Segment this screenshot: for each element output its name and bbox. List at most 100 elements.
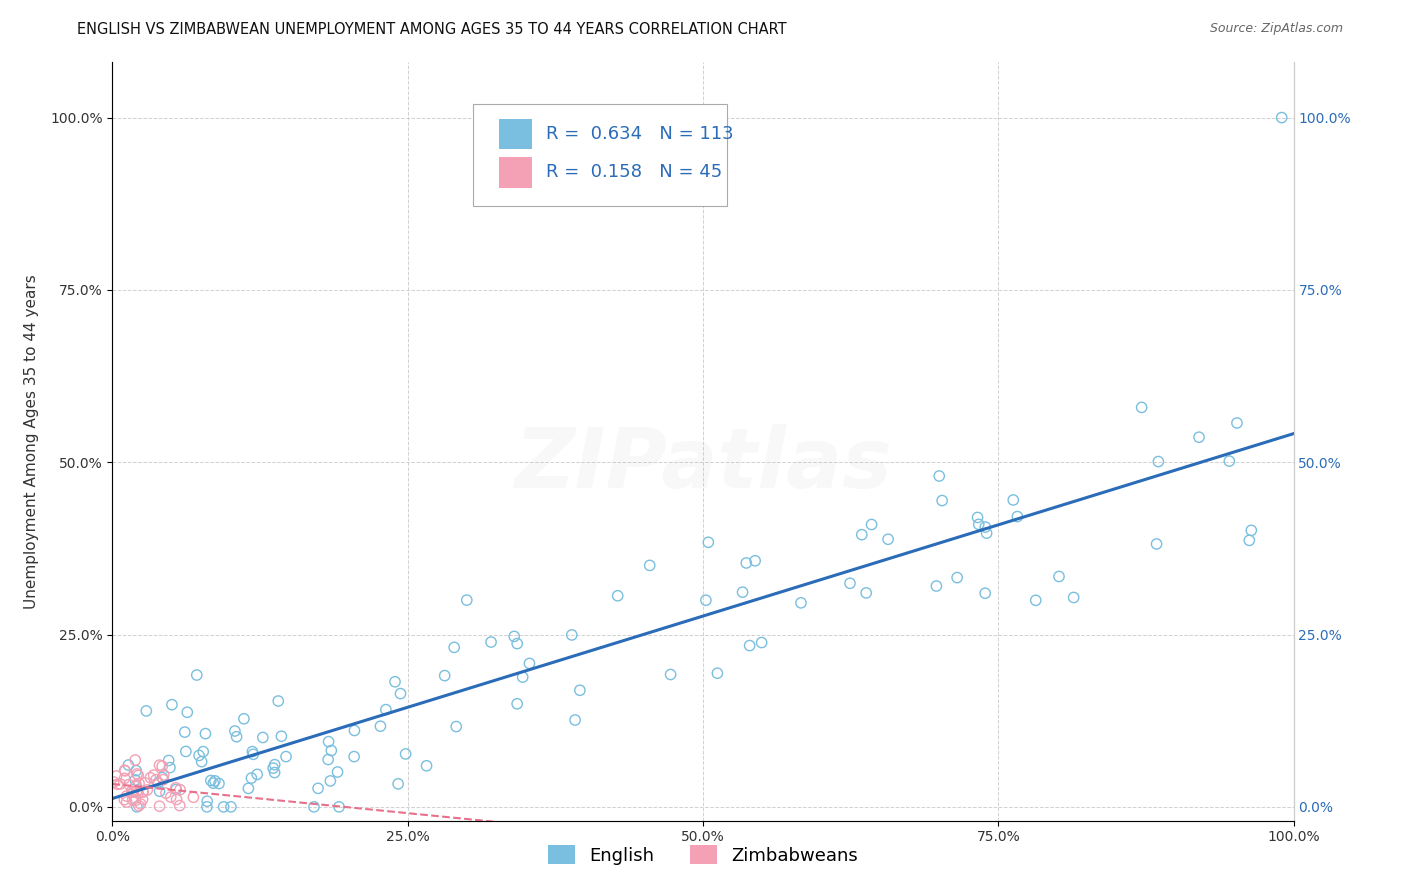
Point [115, 789, 138, 803]
Point [118, 778, 141, 792]
Point [165, 780, 187, 795]
Point [150, 771, 173, 785]
Bar [499, 119, 531, 149]
Point [851, 527, 873, 541]
Point [114, 764, 136, 778]
Point [219, 800, 242, 814]
Point [384, 674, 406, 689]
Point [731, 585, 754, 599]
Point [860, 517, 883, 532]
Text: R =  0.158   N = 45: R = 0.158 N = 45 [546, 163, 723, 181]
Point [506, 637, 529, 651]
Point [224, 724, 246, 739]
Point [105, 769, 128, 783]
Point [506, 697, 529, 711]
Point [114, 764, 136, 778]
Point [107, 777, 129, 791]
Point [139, 771, 162, 785]
Point [183, 790, 205, 805]
Point [186, 668, 208, 682]
Point [374, 703, 396, 717]
Point [128, 798, 150, 813]
Point [928, 469, 950, 483]
Point [561, 628, 583, 642]
Point [121, 793, 143, 807]
Point [444, 720, 467, 734]
Point [433, 668, 456, 682]
Point [240, 771, 263, 785]
Point [148, 784, 170, 798]
Point [389, 687, 412, 701]
Point [456, 593, 478, 607]
Point [193, 745, 215, 759]
Point [166, 792, 188, 806]
Point [519, 657, 541, 671]
Point [1063, 591, 1085, 605]
Point [976, 526, 998, 541]
Point [1226, 416, 1249, 430]
Point [125, 778, 148, 792]
Point [606, 589, 628, 603]
Point [117, 758, 139, 772]
Point [124, 793, 146, 807]
Point [190, 755, 212, 769]
Point [1147, 454, 1170, 468]
Point [195, 794, 218, 808]
Point [855, 586, 877, 600]
Point [134, 776, 156, 790]
Point [319, 773, 342, 788]
Point [174, 744, 197, 758]
Point [188, 748, 211, 763]
Point [165, 782, 187, 797]
Point [1047, 569, 1070, 583]
Point [1146, 537, 1168, 551]
Point [931, 493, 953, 508]
Point [160, 698, 183, 712]
Point [155, 786, 177, 800]
Point [195, 800, 218, 814]
Point [790, 596, 813, 610]
Point [638, 558, 661, 573]
Point [877, 533, 900, 547]
Point [127, 786, 149, 800]
Point [124, 772, 146, 787]
Point [318, 734, 340, 748]
Legend: English, Zimbabweans: English, Zimbabweans [547, 846, 859, 864]
Point [204, 773, 226, 788]
Point [152, 768, 174, 782]
Point [200, 773, 222, 788]
Point [124, 780, 146, 794]
Point [326, 764, 349, 779]
Point [125, 800, 148, 814]
Point [242, 745, 264, 759]
Point [263, 765, 285, 780]
Point [157, 754, 180, 768]
Point [121, 784, 143, 798]
Point [125, 783, 148, 797]
Point [129, 797, 152, 811]
Point [695, 593, 717, 607]
Point [1025, 593, 1047, 607]
Point [252, 731, 274, 745]
Point [1130, 401, 1153, 415]
Point [738, 639, 761, 653]
Text: ENGLISH VS ZIMBABWEAN UNEMPLOYMENT AMONG AGES 35 TO 44 YEARS CORRELATION CHART: ENGLISH VS ZIMBABWEAN UNEMPLOYMENT AMONG… [77, 22, 787, 37]
Point [225, 730, 247, 744]
Point [1239, 533, 1261, 548]
Point [150, 759, 173, 773]
Point [242, 747, 264, 762]
Point [135, 704, 157, 718]
Point [274, 749, 297, 764]
Point [395, 747, 418, 761]
Point [194, 726, 217, 740]
Point [114, 772, 136, 786]
Point [343, 723, 366, 738]
Point [415, 758, 437, 772]
Point [173, 725, 195, 739]
Point [125, 764, 148, 778]
Point [751, 635, 773, 649]
Point [387, 777, 409, 791]
Point [202, 776, 225, 790]
Text: R =  0.634   N = 113: R = 0.634 N = 113 [546, 125, 734, 143]
Point [343, 749, 366, 764]
